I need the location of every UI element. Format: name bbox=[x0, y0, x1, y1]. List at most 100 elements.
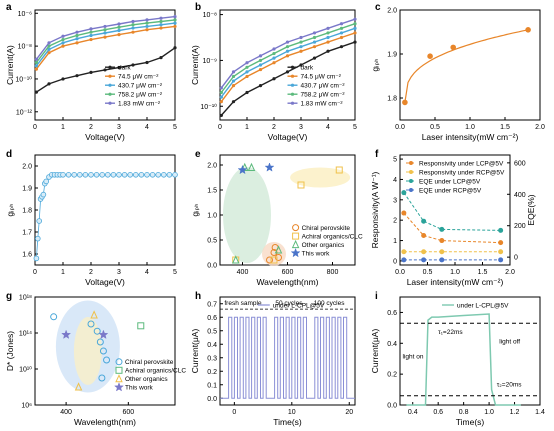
panel-e-point bbox=[247, 162, 256, 171]
panel-b-xtick-label: 2 bbox=[272, 124, 276, 131]
panel-i-ytick-label: 0.2 bbox=[387, 372, 397, 379]
panel-g-legend-marker bbox=[115, 366, 123, 374]
panel-g-letter: g bbox=[6, 291, 12, 302]
panel-h-ytick-label: 0.1 bbox=[207, 382, 217, 389]
panel-a-xtick-label: 0 bbox=[33, 124, 37, 131]
panel-d-ytick-label: 1.8 bbox=[22, 208, 32, 215]
panel-a-legend-marker bbox=[108, 65, 112, 69]
panel-b-series-point bbox=[245, 90, 249, 95]
panel-g-xlabel: Wavelength(nm) bbox=[74, 417, 136, 427]
panel-f-series-point bbox=[401, 190, 407, 196]
panel-i-xtick-label: 1.4 bbox=[535, 409, 545, 416]
panel-a-series-point bbox=[61, 77, 65, 81]
panel-h: h 0 10 20 0.0 0.1 0.2 0.3 0.4 0.5 0.6 0.7 Time(s) Cur… bbox=[190, 291, 356, 427]
panel-g-point bbox=[103, 356, 111, 364]
panel-d-point bbox=[155, 172, 162, 178]
panel-a-frame bbox=[34, 9, 176, 121]
panel-i-ytick-label: 0.6 bbox=[387, 310, 397, 317]
panel-f-xtick-label: 0.0 bbox=[395, 269, 405, 276]
panel-b-series-point bbox=[312, 45, 317, 49]
panel-a-series-point bbox=[34, 64, 39, 68]
panel-b-series-point bbox=[326, 31, 330, 35]
panel-f-series-point bbox=[498, 240, 504, 246]
panel-a-series-point bbox=[159, 16, 163, 20]
panel-h-ytick-label: 0.3 bbox=[207, 355, 217, 362]
panel-b-series-point bbox=[339, 45, 344, 49]
panel-e-point bbox=[237, 164, 248, 175]
panel-b-series-point bbox=[312, 56, 317, 60]
panel-h-xtick-label: 20 bbox=[345, 409, 353, 416]
panel-b-series-point bbox=[258, 58, 263, 63]
panel-b-series-point bbox=[312, 40, 317, 44]
panel-e-ytick-label: 0.0 bbox=[207, 263, 217, 270]
panel-d-ylabel: gᵢₚₕ bbox=[5, 203, 15, 217]
panel-f: f 0.0 0.5 1.0 1.5 2.0 0 1 2 3 4 5 0 200 400 600 Laser in… bbox=[370, 149, 536, 287]
panel-b-series-point bbox=[339, 31, 344, 35]
panel-i-xtick-label: 0.8 bbox=[459, 409, 469, 416]
panel-g-point bbox=[50, 313, 58, 321]
panel-f-series-point bbox=[421, 218, 427, 224]
panel-e-point bbox=[264, 162, 275, 172]
panel-b-series-point bbox=[219, 90, 223, 95]
panel-d-point bbox=[82, 172, 89, 178]
panel-i-ylabel: Current(μA) bbox=[370, 329, 380, 374]
panel-g-legend-marker bbox=[115, 374, 123, 383]
panel-a-series-point bbox=[75, 37, 79, 41]
panel-a-series-point bbox=[89, 70, 93, 74]
panel-c-xtick-label: 1.5 bbox=[500, 124, 510, 131]
panel-g-ytick-label: 10⁶ bbox=[21, 403, 32, 410]
panel-f-ytick-label: 4 bbox=[393, 177, 397, 184]
panel-f-xtick-label: 0.5 bbox=[423, 269, 433, 276]
panel-g-legend-marker bbox=[114, 382, 124, 392]
panel-f-legend-label: EQE under RCP@5V bbox=[419, 187, 482, 194]
panel-a-legend-marker bbox=[108, 101, 112, 105]
panel-b-series-point bbox=[219, 95, 223, 99]
panel-h-trace bbox=[220, 316, 355, 399]
panel-b-series-point bbox=[326, 26, 330, 30]
panel-e-ytick-label: 0.5 bbox=[207, 238, 217, 245]
panel-a-ytick-label: 10⁻¹⁰ bbox=[15, 75, 32, 83]
panel-f-ytick-label: 3 bbox=[393, 197, 397, 204]
panel-a-legend-marker bbox=[108, 92, 112, 96]
panel-i-annotation-tau1: τ₁=22ms bbox=[438, 329, 463, 336]
panel-f-legend-label: Responsivity under LCP@5V bbox=[419, 160, 504, 167]
panel-g-xtick-label: 600 bbox=[122, 409, 134, 416]
panel-b-ytick-label: 10⁻¹⁰ bbox=[200, 103, 217, 111]
panel-d-point bbox=[93, 172, 100, 178]
panel-a-legend-label: 74.5 μW cm⁻² bbox=[118, 74, 159, 81]
panel-a-series-point bbox=[145, 21, 149, 25]
panel-g-point bbox=[98, 329, 109, 339]
panel-a-series-point bbox=[159, 19, 163, 24]
panel-a-series-point bbox=[103, 31, 107, 35]
panel-h-ytick-label: 0.5 bbox=[207, 328, 217, 335]
panel-a-series-point bbox=[145, 24, 149, 29]
panel-a-series-point bbox=[34, 67, 39, 71]
panel-b-xtick-label: 5 bbox=[353, 124, 357, 131]
panel-b-xtick-label: 0 bbox=[218, 124, 222, 131]
panel-a-series-point bbox=[131, 63, 135, 67]
panel-i-xtick-label: 1.0 bbox=[484, 409, 494, 416]
panel-a-series-point bbox=[159, 56, 163, 60]
panel-c-xtick-label: 0.5 bbox=[430, 124, 440, 131]
panel-b-series-point bbox=[299, 49, 303, 53]
panel-f-series-point bbox=[439, 238, 445, 244]
panel-d-ytick-label: 2.0 bbox=[22, 164, 32, 171]
panel-f-series-point bbox=[498, 249, 504, 255]
panel-a-xlabel: Voltage(V) bbox=[85, 132, 125, 142]
panel-a-series-point bbox=[75, 30, 79, 34]
panel-d-point bbox=[99, 172, 105, 178]
panel-g-ytick-label: 10¹⁸ bbox=[19, 295, 32, 302]
panel-b-series-point bbox=[245, 74, 249, 79]
panel-c-frame bbox=[399, 9, 541, 121]
panel-d-point bbox=[161, 172, 167, 178]
panel-b-series-point bbox=[272, 56, 276, 60]
panel-d-point bbox=[110, 172, 117, 178]
panel-i-annotation-off: light off bbox=[499, 338, 520, 345]
panel-c-letter: c bbox=[375, 2, 381, 13]
panel-h-ylabel: Current(μA) bbox=[190, 329, 200, 374]
panel-i-trace bbox=[406, 313, 521, 406]
panel-f-legend-marker bbox=[409, 161, 413, 165]
panel-a-series-point bbox=[159, 26, 163, 30]
panel-c-xtick-label: 1.0 bbox=[465, 124, 475, 131]
panel-i-xtick-label: 0.4 bbox=[408, 409, 418, 416]
